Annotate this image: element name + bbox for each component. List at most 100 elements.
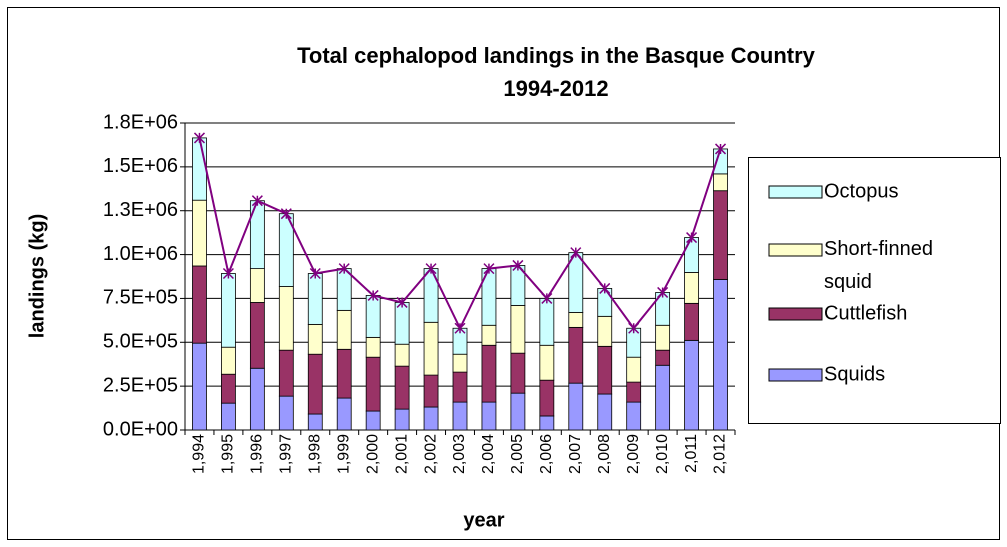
bar-segment xyxy=(452,353,468,373)
legend-label: Octopus xyxy=(824,180,898,202)
x-tick-label: 1,999 xyxy=(335,434,352,474)
bar-segment xyxy=(394,408,410,431)
line-marker xyxy=(512,259,524,271)
x-tick-label: 2,005 xyxy=(509,434,526,474)
x-tick-label: 2,001 xyxy=(393,434,410,474)
bar-segment xyxy=(597,393,613,431)
line-marker xyxy=(222,267,234,280)
bar-segment xyxy=(597,345,613,395)
line-marker xyxy=(570,247,582,259)
line-marker xyxy=(657,286,669,298)
bar-segment xyxy=(365,336,381,358)
bar-segment xyxy=(684,237,699,273)
legend-swatch xyxy=(768,243,823,257)
x-tick-label: 2,007 xyxy=(567,434,584,474)
line-marker xyxy=(454,322,466,334)
y-axis-title: landings (kg) xyxy=(26,214,48,338)
line-marker xyxy=(483,263,495,275)
line-marker xyxy=(367,289,379,301)
bar-segment xyxy=(597,315,613,347)
bar-segment xyxy=(481,401,497,431)
bar-segment xyxy=(539,415,555,431)
bar-segment xyxy=(307,323,323,355)
bar-segment xyxy=(221,373,236,404)
bar-segment xyxy=(539,379,555,417)
bar-segment xyxy=(568,312,584,328)
bar-segment xyxy=(568,382,584,431)
bar-segment xyxy=(568,326,584,384)
y-tick-label: 7.5E+05 xyxy=(103,287,178,309)
line-marker xyxy=(425,263,437,275)
y-tick-label: 5.0E+05 xyxy=(103,331,178,353)
x-tick-label: 2,008 xyxy=(596,434,613,474)
bar-segment xyxy=(684,272,699,304)
bar-segment xyxy=(307,353,323,415)
bar-segment xyxy=(278,349,294,397)
bar-segment xyxy=(249,367,265,431)
bar-segment xyxy=(365,410,381,431)
line-marker xyxy=(396,296,408,308)
bar-segment xyxy=(221,273,236,348)
bar-segment xyxy=(626,381,642,403)
legend-label: Cuttlefish xyxy=(824,302,907,324)
line-marker xyxy=(193,132,206,144)
line-marker xyxy=(686,232,698,244)
bar-segment xyxy=(713,190,728,280)
y-tick-label: 1.0E+06 xyxy=(103,243,178,265)
x-tick-label: 1,996 xyxy=(249,434,266,474)
bar-segment xyxy=(394,302,410,345)
line-marker xyxy=(251,195,263,207)
x-tick-label: 2,004 xyxy=(480,434,497,474)
bar-segment xyxy=(365,295,381,338)
bar-segment xyxy=(655,349,671,366)
line-marker xyxy=(338,263,350,275)
bar-segment xyxy=(221,346,236,375)
bar-segment xyxy=(713,279,728,431)
chart-title: 1994-2012 xyxy=(503,76,608,101)
bar-segment xyxy=(510,305,526,354)
x-tick-label: 2,000 xyxy=(364,434,381,474)
legend-swatch xyxy=(768,307,823,321)
line-marker xyxy=(714,143,727,155)
legend-swatch xyxy=(768,185,823,199)
bar-segment xyxy=(192,342,207,431)
bar-segment xyxy=(221,402,236,431)
line-marker xyxy=(628,322,640,334)
x-tick-label: 2,012 xyxy=(712,434,729,474)
y-tick-label: 1.3E+06 xyxy=(103,199,178,221)
bar-segment xyxy=(713,173,728,192)
legend-swatch xyxy=(768,368,823,382)
bar-segment xyxy=(452,401,468,431)
bar-segment xyxy=(336,268,352,311)
legend-label: Squids xyxy=(824,363,885,385)
bar-segment xyxy=(423,321,439,376)
line-marker xyxy=(541,292,553,304)
bar-segment xyxy=(336,309,352,350)
bar-segment xyxy=(481,344,497,403)
bar-segment xyxy=(655,324,671,351)
legend-label: Short-finned squid xyxy=(824,238,939,293)
x-tick-label: 1,994 xyxy=(191,434,208,474)
bar-segment xyxy=(626,401,642,431)
bar-segment xyxy=(336,397,352,431)
y-tick-label: 0.0E+00 xyxy=(103,418,178,440)
x-tick-label: 1,997 xyxy=(278,434,295,474)
bar-segment xyxy=(394,343,410,367)
bar-segment xyxy=(510,352,526,394)
y-tick-label: 1.5E+06 xyxy=(103,155,178,177)
bar-segment xyxy=(423,374,439,408)
bar-segment xyxy=(307,273,323,325)
bar-segment xyxy=(278,286,294,351)
y-tick-label: 1.8E+06 xyxy=(103,111,178,133)
bar-segment xyxy=(249,268,265,303)
x-tick-label: 2,009 xyxy=(625,434,642,474)
x-tick-label: 2,006 xyxy=(538,434,555,474)
x-tick-label: 2,002 xyxy=(422,434,439,474)
bar-segment xyxy=(249,302,265,369)
line-marker xyxy=(280,208,292,220)
bar-segment xyxy=(278,395,294,431)
bar-segment xyxy=(307,413,323,431)
bar-segment xyxy=(192,199,207,267)
line-marker xyxy=(309,267,321,280)
